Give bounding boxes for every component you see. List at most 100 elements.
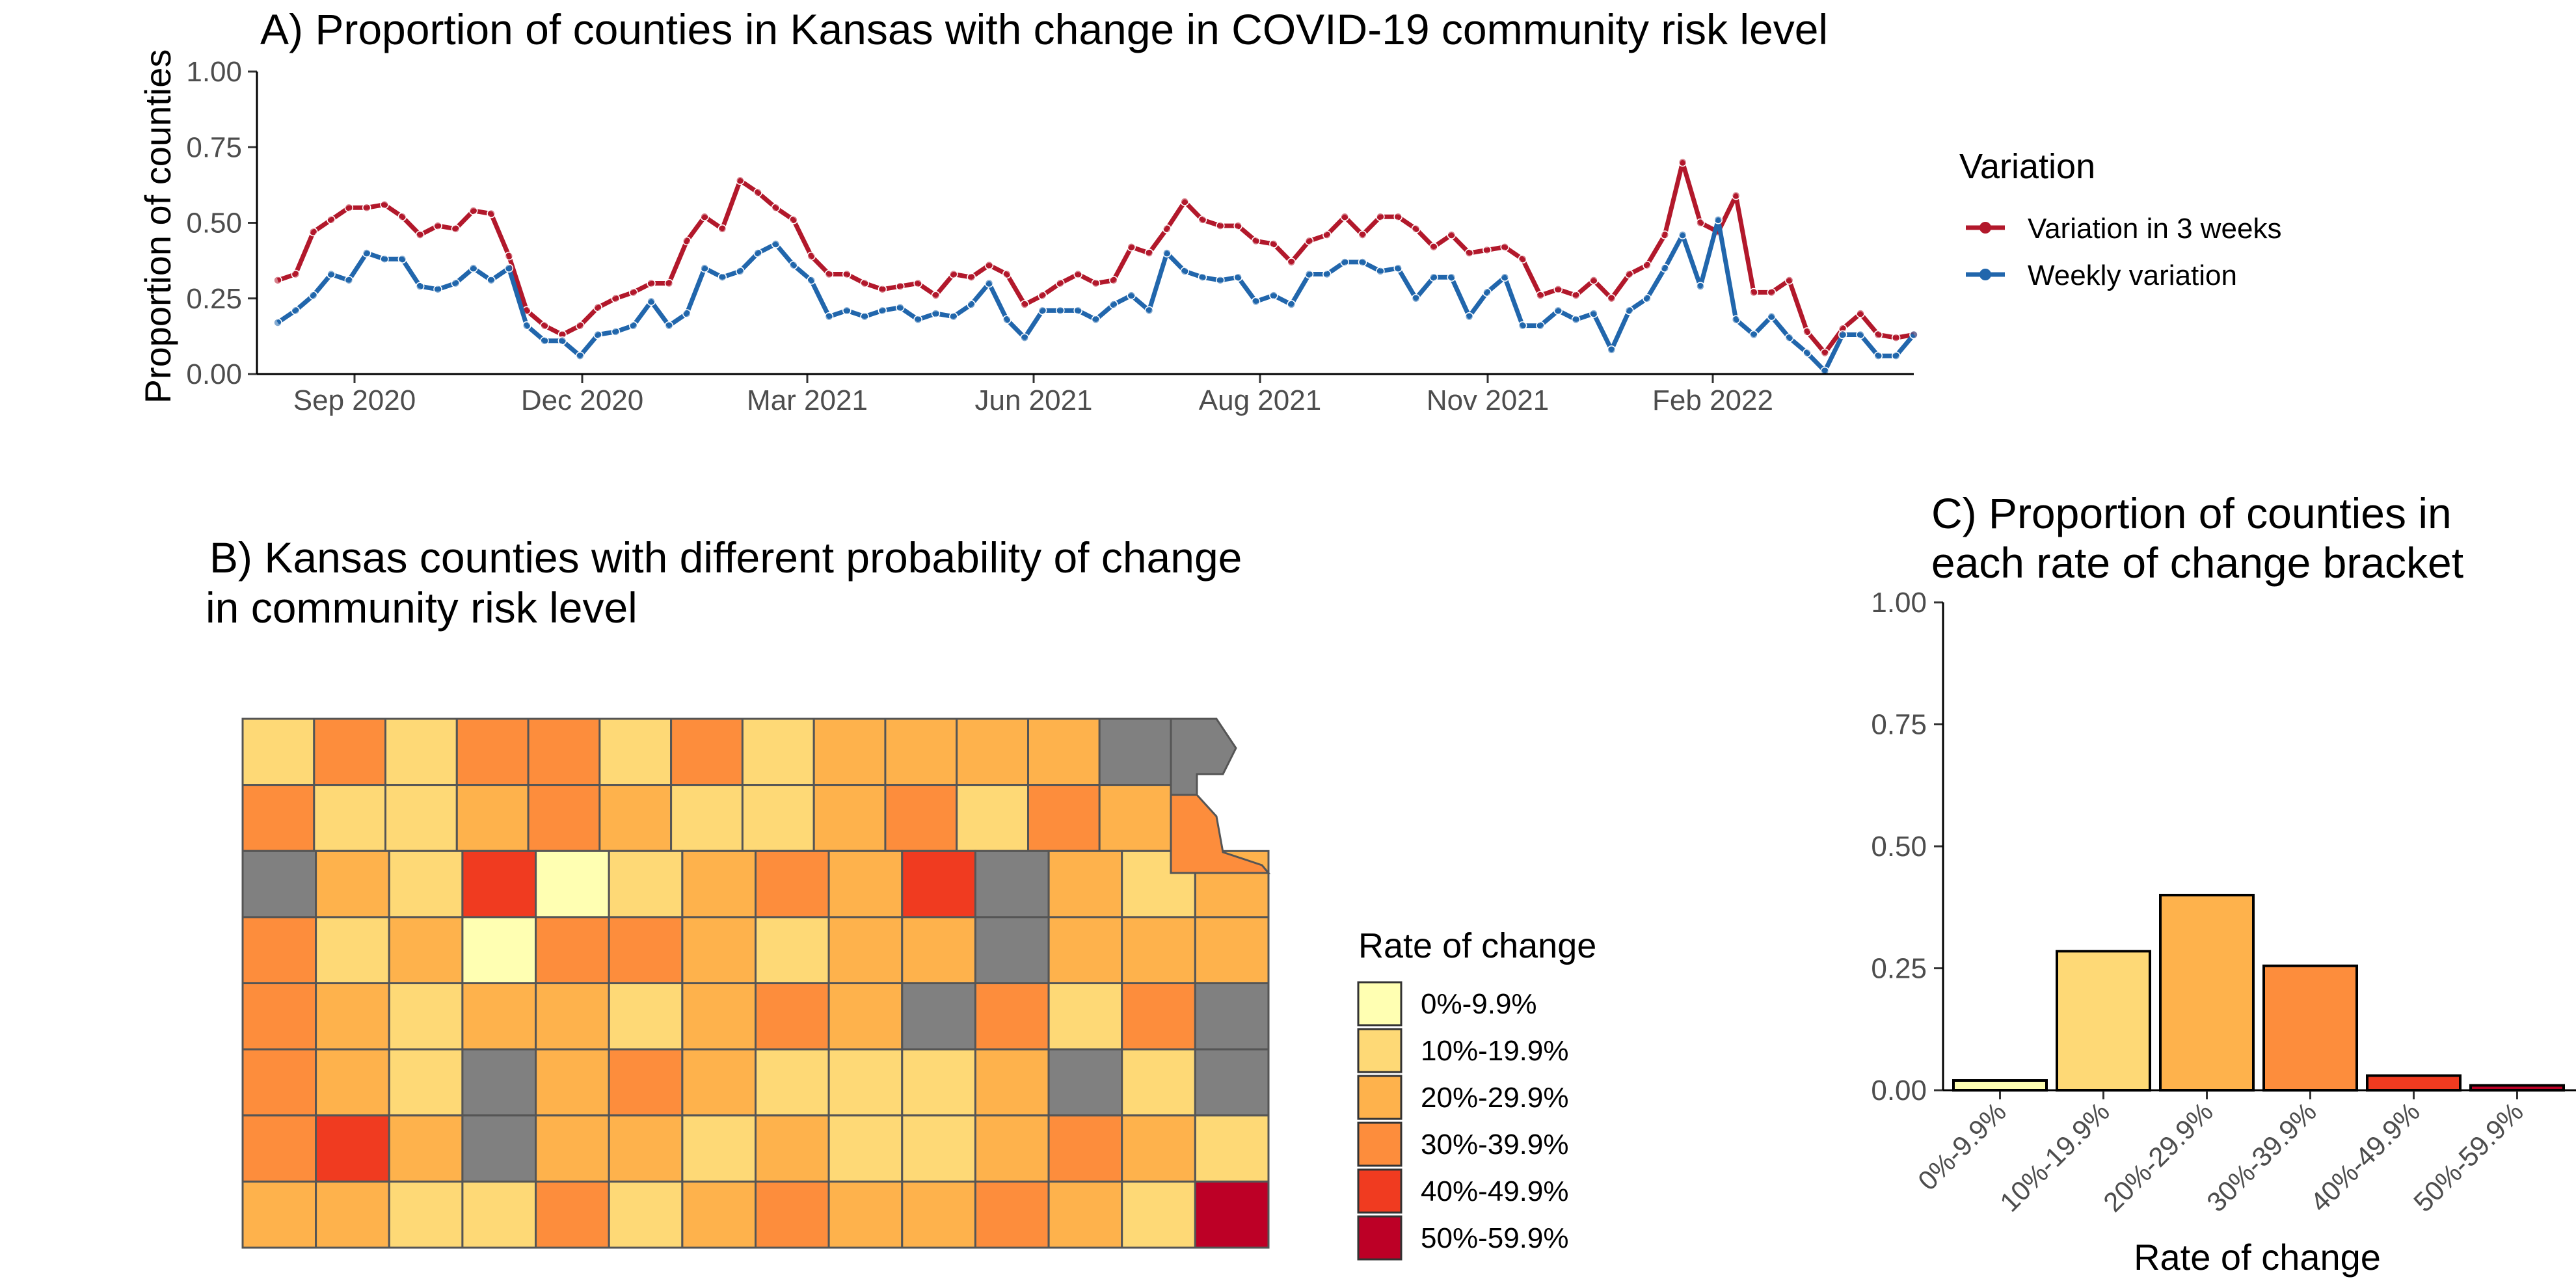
- y-tick-label: 0.00: [186, 358, 242, 390]
- data-point: [736, 176, 745, 185]
- county: [241, 784, 315, 852]
- data-point: [1873, 330, 1883, 340]
- county: [313, 784, 387, 852]
- data-point: [913, 315, 922, 325]
- bar-chart-y-ticks: 0.00 0.25 0.50 0.75 1.00: [1871, 587, 1943, 1107]
- data-point: [1873, 351, 1883, 360]
- data-point: [789, 260, 798, 270]
- data-point: [1553, 285, 1563, 294]
- data-point: [540, 336, 549, 345]
- data-point: [736, 267, 745, 276]
- data-point: [1571, 291, 1581, 300]
- data-point: [380, 200, 389, 209]
- data-point: [896, 282, 905, 291]
- data-point: [1127, 291, 1136, 300]
- data-point: [1393, 263, 1402, 273]
- data-point: [700, 263, 709, 273]
- data-point: [308, 291, 318, 300]
- county: [598, 718, 673, 786]
- data-point: [842, 306, 852, 315]
- data-point: [1162, 224, 1172, 234]
- data-point: [433, 221, 442, 230]
- county: [755, 1114, 830, 1183]
- data-point: [1447, 230, 1456, 239]
- county: [315, 916, 390, 985]
- bar-chart-title: C) Proportion of counties in each rate o…: [1931, 489, 2463, 587]
- x-tick-label: Sep 2020: [293, 384, 416, 416]
- data-point: [771, 203, 781, 212]
- data-point: [1553, 306, 1563, 315]
- y-tick-label: 0.25: [186, 283, 242, 315]
- county: [1121, 982, 1196, 1051]
- county: [755, 916, 830, 985]
- county: [827, 1180, 904, 1249]
- county: [241, 916, 317, 985]
- data-point: [1838, 330, 1847, 340]
- county: [608, 850, 684, 919]
- line-chart-series: [273, 157, 1918, 376]
- map-panel: B) Kansas counties with different probab…: [206, 533, 1596, 1261]
- data-point: [1891, 351, 1901, 360]
- county: [455, 784, 530, 852]
- x-tick-label: Dec 2020: [521, 384, 643, 416]
- legend-swatch: [1357, 1215, 1402, 1261]
- legend-swatch: [1357, 1028, 1402, 1073]
- county: [827, 850, 904, 919]
- data-point: [504, 251, 514, 261]
- data-point: [1660, 263, 1670, 273]
- data-point: [504, 263, 514, 273]
- county: [1098, 718, 1172, 786]
- county: [535, 982, 610, 1051]
- county: [1194, 1048, 1270, 1117]
- data-point: [1856, 309, 1865, 318]
- data-point: [1464, 312, 1474, 321]
- county: [461, 850, 537, 919]
- county: [535, 1180, 610, 1249]
- data-point: [1429, 273, 1438, 282]
- county: [681, 1114, 757, 1183]
- data-point: [291, 306, 301, 315]
- data-point: [1304, 269, 1314, 279]
- y-tick-label: 0.00: [1871, 1075, 1927, 1107]
- data-point: [380, 254, 389, 264]
- data-point: [1233, 221, 1242, 230]
- data-point: [593, 302, 602, 312]
- data-point: [753, 248, 762, 258]
- data-point: [824, 269, 834, 279]
- data-point: [1784, 333, 1794, 342]
- data-point: [1109, 300, 1118, 309]
- data-point: [1180, 267, 1189, 276]
- data-point: [1571, 315, 1581, 325]
- data-point: [1518, 321, 1527, 330]
- y-tick-label: 0.25: [1871, 953, 1927, 985]
- county: [388, 1048, 464, 1117]
- data-point: [628, 288, 638, 297]
- data-point: [1358, 258, 1367, 267]
- data-point: [718, 273, 727, 282]
- county: [670, 718, 744, 786]
- legend-label: 50%-59.9%: [1421, 1222, 1568, 1254]
- county: [315, 982, 390, 1051]
- data-point: [1073, 306, 1082, 315]
- county: [974, 1048, 1050, 1117]
- county: [884, 718, 958, 786]
- data-point: [949, 312, 958, 321]
- series-1: [273, 215, 1918, 376]
- data-point: [1749, 330, 1758, 340]
- data-point: [1731, 191, 1741, 200]
- data-point: [1322, 230, 1332, 239]
- data-point: [1322, 269, 1332, 279]
- legend-swatch-point: [1979, 269, 1991, 280]
- county: [827, 982, 904, 1051]
- county: [681, 1048, 757, 1117]
- data-point: [1020, 333, 1029, 342]
- x-tick-label: Mar 2021: [747, 384, 868, 416]
- data-point: [1002, 269, 1012, 279]
- legend-swatch: [1357, 981, 1402, 1026]
- data-point: [1020, 300, 1029, 309]
- county: [755, 850, 830, 919]
- data-point: [664, 321, 674, 330]
- county: [1194, 982, 1270, 1051]
- county: [461, 1180, 537, 1249]
- county: [608, 1180, 684, 1249]
